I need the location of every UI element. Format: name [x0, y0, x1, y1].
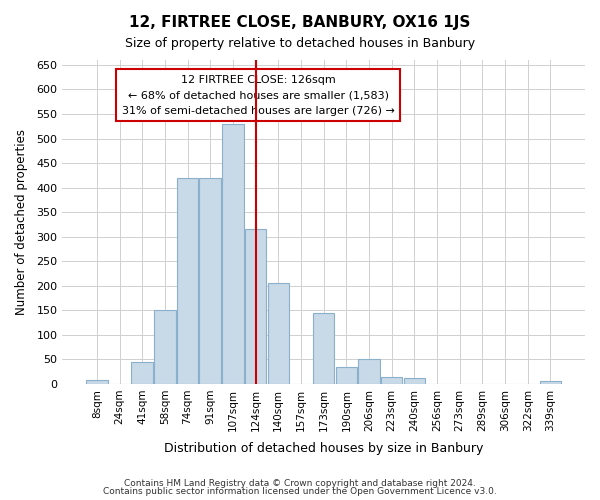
Bar: [199, 178, 221, 384]
Bar: [404, 378, 425, 384]
Text: Contains public sector information licensed under the Open Government Licence v3: Contains public sector information licen…: [103, 487, 497, 496]
Bar: [358, 360, 380, 384]
Bar: [313, 312, 334, 384]
Bar: [381, 376, 403, 384]
Bar: [154, 310, 176, 384]
Text: 12, FIRTREE CLOSE, BANBURY, OX16 1JS: 12, FIRTREE CLOSE, BANBURY, OX16 1JS: [130, 15, 470, 30]
Text: Contains HM Land Registry data © Crown copyright and database right 2024.: Contains HM Land Registry data © Crown c…: [124, 478, 476, 488]
X-axis label: Distribution of detached houses by size in Banbury: Distribution of detached houses by size …: [164, 442, 484, 455]
Bar: [86, 380, 107, 384]
Bar: [539, 382, 561, 384]
Bar: [335, 366, 357, 384]
Bar: [245, 230, 266, 384]
Y-axis label: Number of detached properties: Number of detached properties: [15, 129, 28, 315]
Text: Size of property relative to detached houses in Banbury: Size of property relative to detached ho…: [125, 38, 475, 51]
Bar: [131, 362, 153, 384]
Text: 12 FIRTREE CLOSE: 126sqm
← 68% of detached houses are smaller (1,583)
31% of sem: 12 FIRTREE CLOSE: 126sqm ← 68% of detach…: [122, 74, 395, 116]
Bar: [268, 284, 289, 384]
Bar: [222, 124, 244, 384]
Bar: [177, 178, 199, 384]
